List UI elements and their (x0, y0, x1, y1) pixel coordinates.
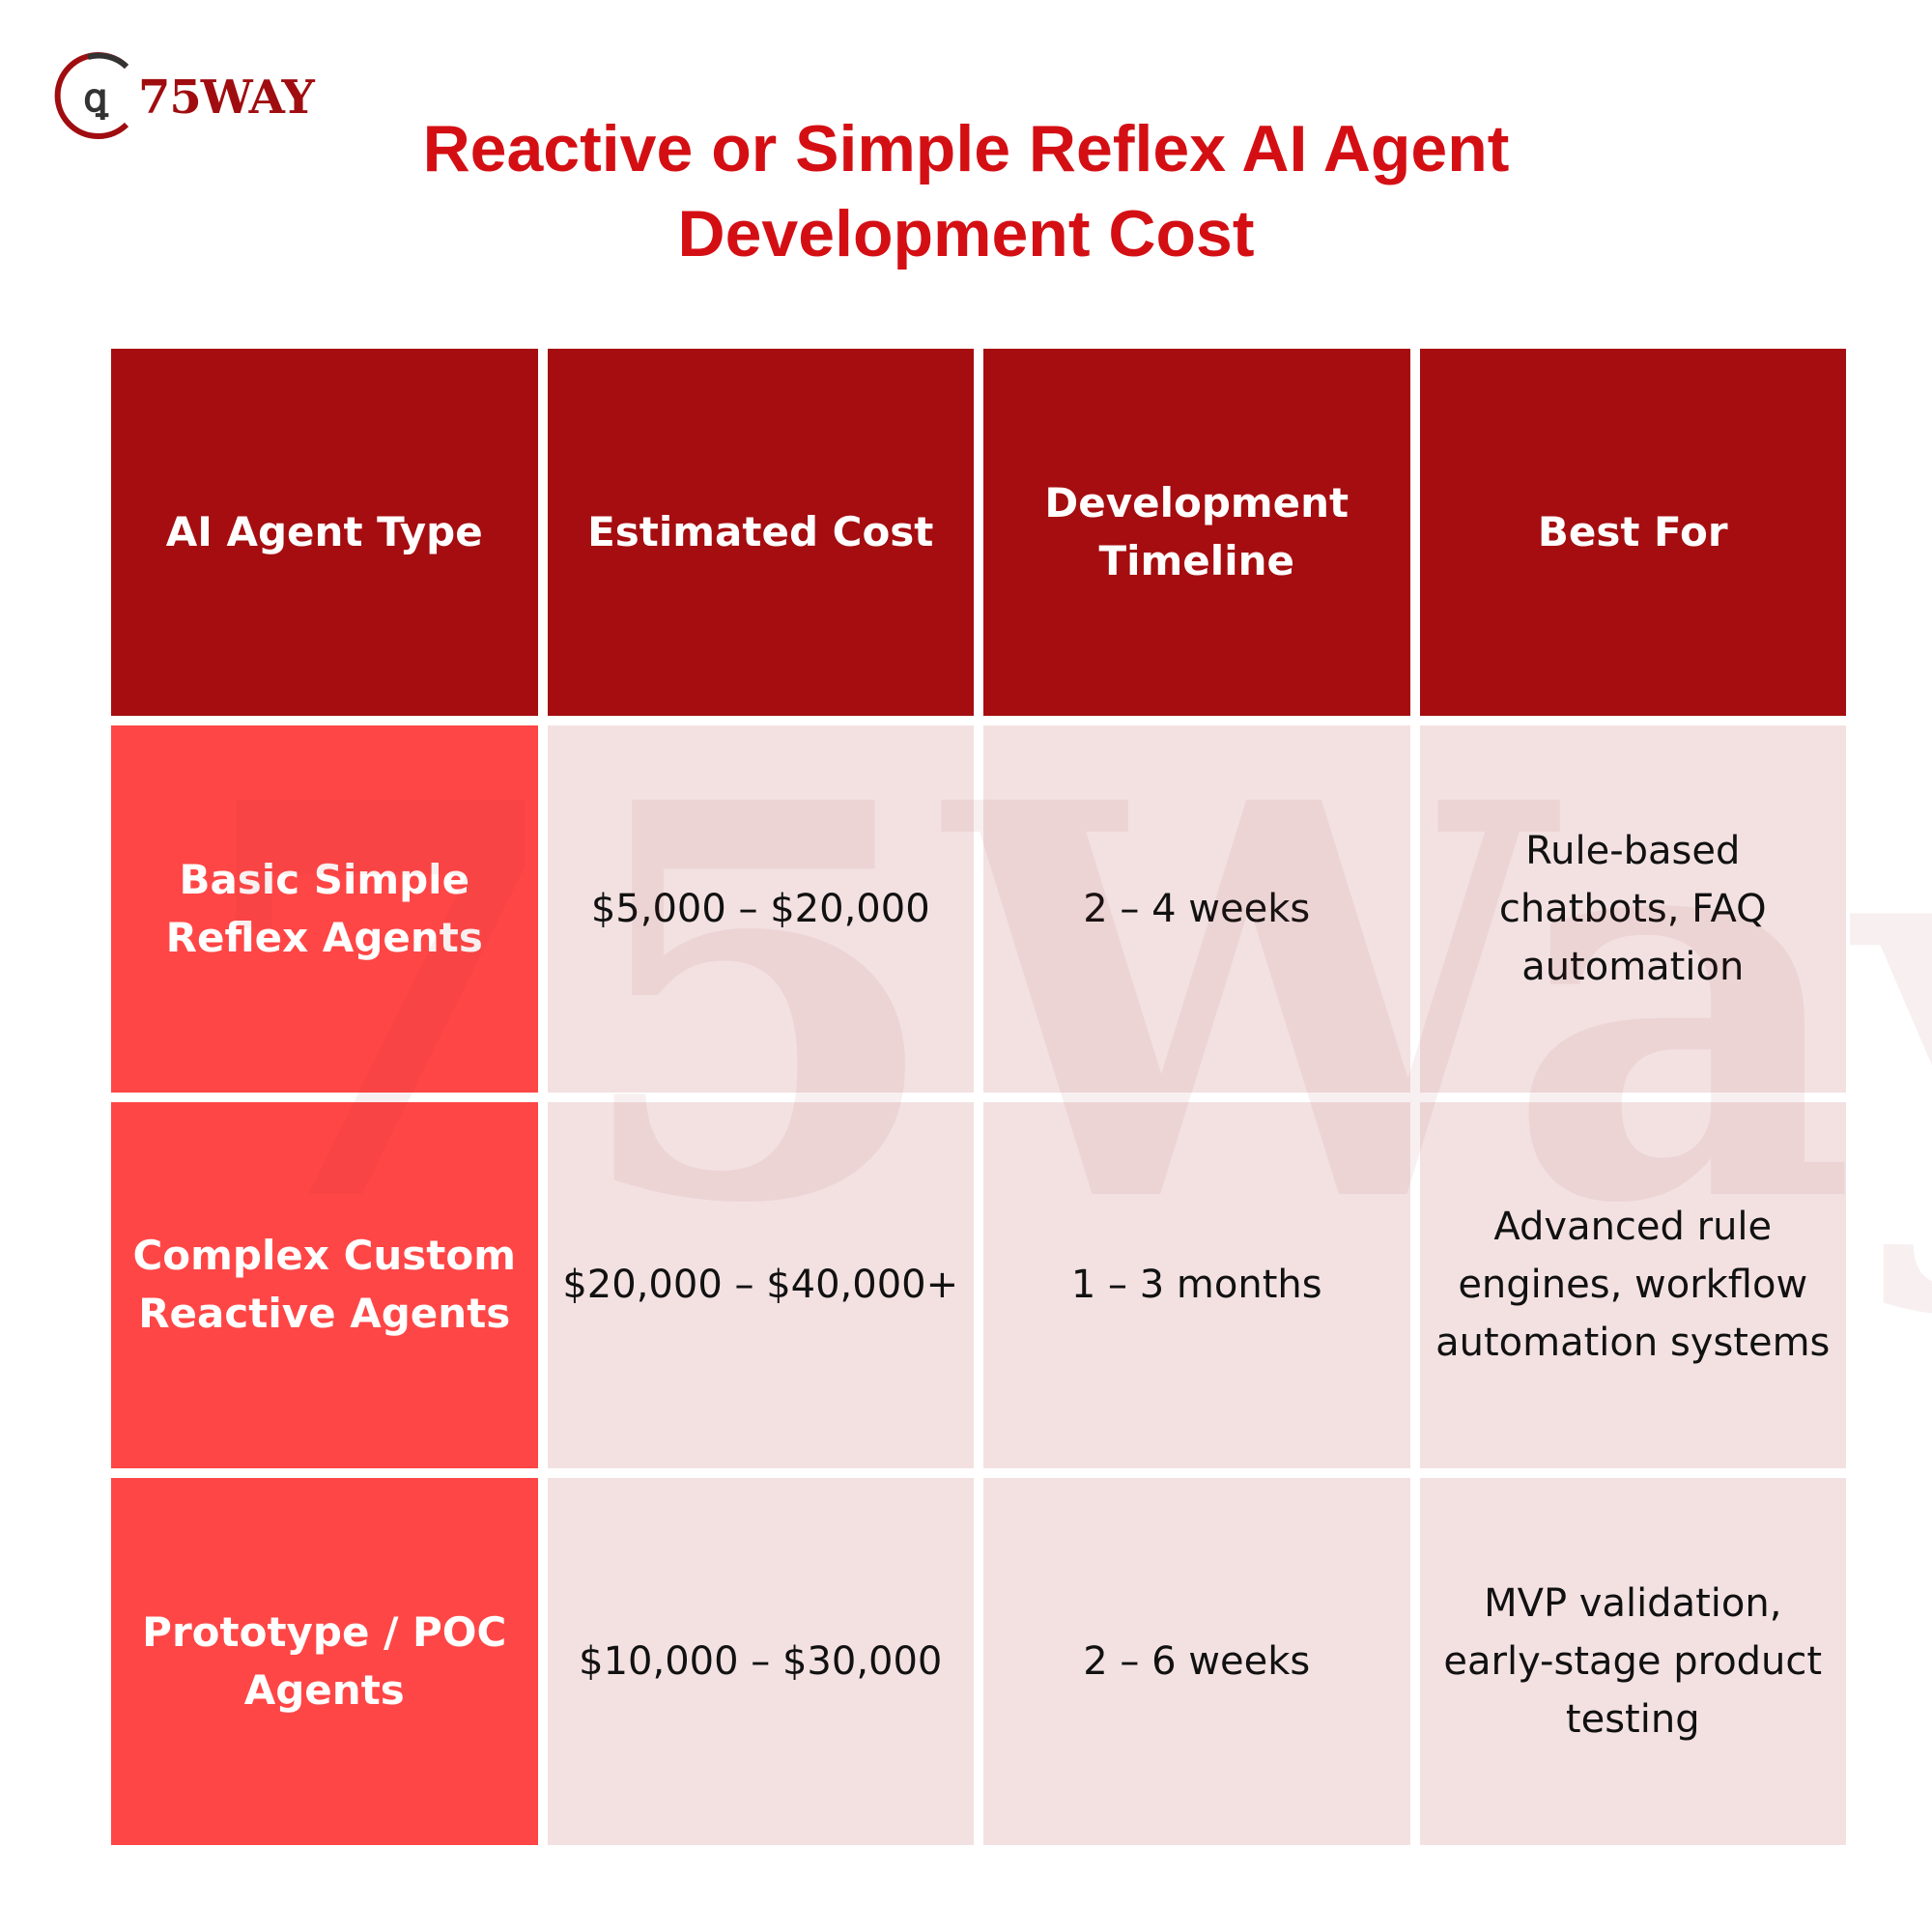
header-cell: Development Timeline (983, 349, 1410, 716)
row-header-cell: Basic Simple Reflex Agents (111, 724, 538, 1093)
row-header-cell: Prototype / POC Agents (111, 1478, 538, 1845)
table-cell: 2 – 6 weeks (983, 1478, 1410, 1845)
table-cell: $5,000 – $20,000 (547, 724, 974, 1093)
table-cell: Rule-based chatbots, FAQ automation (1419, 724, 1846, 1093)
title: Reactive or Simple Reflex AI Agent Devel… (422, 112, 1510, 270)
table-cell: $20,000 – $40,000+ (547, 1101, 974, 1469)
table: AI Agent Type Estimated Cost Development T… (111, 349, 1846, 1845)
table-cell: Advanced rule engines, workflow automati… (1419, 1101, 1846, 1469)
header-cell: Best For (1419, 349, 1846, 716)
table-cell: MVP validation, early-stage product test… (1419, 1478, 1846, 1845)
table-cell: 1 – 3 months (983, 1101, 1410, 1469)
svg-text:ꝗ: ꝗ (83, 75, 109, 121)
table-cell: 2 – 4 weeks (983, 724, 1410, 1093)
header-cell: Estimated Cost (547, 349, 974, 716)
logo: ꝗ 75WAY (49, 49, 339, 142)
table-cell: $10,000 – $30,000 (547, 1478, 974, 1845)
logo-icon: ꝗ (54, 52, 129, 139)
logo-text: 75WAY (138, 71, 315, 125)
row-header-cell: Complex Custom Reactive Agents (111, 1101, 538, 1469)
header-cell: AI Agent Type (111, 349, 538, 716)
